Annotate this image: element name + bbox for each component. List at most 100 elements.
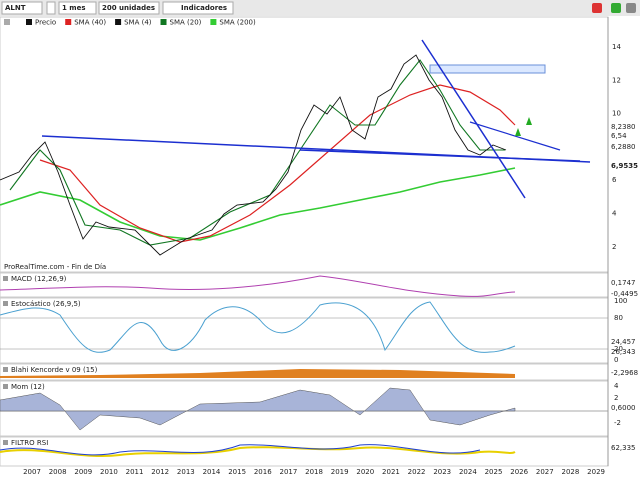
year-label: 2019 [331, 468, 349, 476]
price-label: 6,2880 [611, 143, 636, 151]
panel-label: 26,343 [611, 348, 636, 356]
icon[interactable] [592, 3, 602, 13]
panel-icon [3, 384, 8, 389]
price-tick: 2 [612, 243, 616, 251]
legend-label: Precio [35, 19, 56, 27]
panel-icon [3, 301, 8, 306]
year-label: 2009 [74, 468, 92, 476]
price-tick: 6 [612, 176, 617, 184]
year-label: 2015 [228, 468, 246, 476]
arrows [515, 117, 532, 136]
price-tick: 4 [612, 210, 617, 218]
year-label: 2011 [126, 468, 144, 476]
panel-label: 0,1747 [611, 279, 636, 287]
d-button[interactable] [46, 1, 56, 15]
year-label: 2029 [587, 468, 605, 476]
mom-area [0, 387, 516, 431]
sma200 [0, 167, 516, 241]
price-label: 8,2380 [611, 123, 636, 131]
panel-tick: 4 [614, 382, 619, 390]
year-label: 2012 [151, 468, 169, 476]
year-label: 2010 [100, 468, 118, 476]
year-label: 2028 [562, 468, 580, 476]
year-label: 2025 [485, 468, 503, 476]
icon[interactable] [626, 3, 636, 13]
icon[interactable] [611, 3, 621, 13]
price-tick: 10 [612, 110, 621, 118]
indicators-box[interactable] [162, 1, 234, 15]
trendline [299, 149, 581, 162]
legend-swatch [115, 19, 122, 25]
legend-icon [4, 19, 10, 25]
panel-icon [3, 276, 8, 281]
price-tag [609, 142, 640, 152]
blahi-area [0, 369, 515, 378]
macd-panel [0, 272, 609, 298]
panel-tick: 0 [614, 356, 618, 364]
legend-label: SMA (20) [170, 19, 202, 27]
indicators[interactable]: Indicadores [181, 4, 227, 12]
toolbar [0, 0, 640, 16]
panel-tick: 20 [614, 345, 623, 353]
legend-label: SMA (200) [219, 19, 256, 27]
year-label: 2021 [382, 468, 400, 476]
panel-title: Mom (12) [11, 383, 45, 391]
symbol[interactable]: ALNT [5, 4, 26, 12]
panel-tick: 100 [614, 297, 627, 305]
panel-title: Estocástico (26,9,5) [11, 300, 81, 308]
year-label: 2017 [279, 468, 297, 476]
panel-label: 24,457 [611, 338, 636, 346]
rsi-line2 [0, 444, 481, 456]
trendline [421, 39, 526, 199]
price-tick: 12 [612, 76, 621, 84]
source: ProRealTime.com - Fin de Día [4, 263, 106, 271]
legend-label: SMA (4) [124, 19, 152, 27]
legend-swatch [210, 19, 217, 25]
year-label: 2024 [459, 468, 477, 476]
legend-swatch [26, 19, 32, 25]
period-box[interactable] [58, 1, 97, 15]
panel-tick: 2 [614, 394, 618, 402]
panel-title: Blahi Kencorde v 09 (15) [11, 366, 98, 374]
year-label: 2008 [49, 468, 67, 476]
legend-swatch [160, 19, 167, 25]
panel-tick: -2 [614, 419, 621, 427]
year-label: 2020 [356, 468, 374, 476]
price-label: 6,54 [611, 132, 627, 140]
price-tag [609, 131, 640, 141]
price-label: 6,9535 [611, 162, 638, 170]
year-label: 2023 [433, 468, 451, 476]
year-label: 2027 [536, 468, 554, 476]
period[interactable]: 1 mes [62, 4, 86, 12]
rsi-panel [0, 436, 609, 467]
units-box[interactable] [98, 1, 160, 15]
year-label: 2013 [177, 468, 195, 476]
units[interactable]: 200 unidades [102, 4, 155, 12]
year-label: 2007 [23, 468, 41, 476]
symbol-box[interactable] [1, 1, 43, 15]
zone [429, 64, 546, 74]
rsi-line [0, 446, 516, 458]
price-tick: 14 [612, 43, 621, 51]
panel-label: -2,2968 [611, 369, 638, 377]
panel-label: 0,6000 [611, 404, 636, 412]
year-label: 2026 [510, 468, 528, 476]
year-label: 2018 [305, 468, 323, 476]
legend-swatch [65, 19, 72, 25]
stoch-k [0, 301, 516, 353]
panel-title: MACD (12,26,9) [11, 275, 67, 283]
price-tag [609, 122, 640, 132]
year-label: 2022 [408, 468, 426, 476]
price-tag [609, 161, 640, 171]
panel-icon [3, 367, 8, 372]
year-label: 2016 [254, 468, 272, 476]
macd-line [0, 275, 516, 297]
panel-title: FILTRO RSI [11, 439, 48, 447]
panel-label: 62,335 [611, 444, 636, 452]
panel-label: -0,4495 [611, 290, 638, 298]
panel-tick: 80 [614, 314, 623, 322]
year-label: 2014 [203, 468, 221, 476]
sma40 [39, 84, 516, 243]
